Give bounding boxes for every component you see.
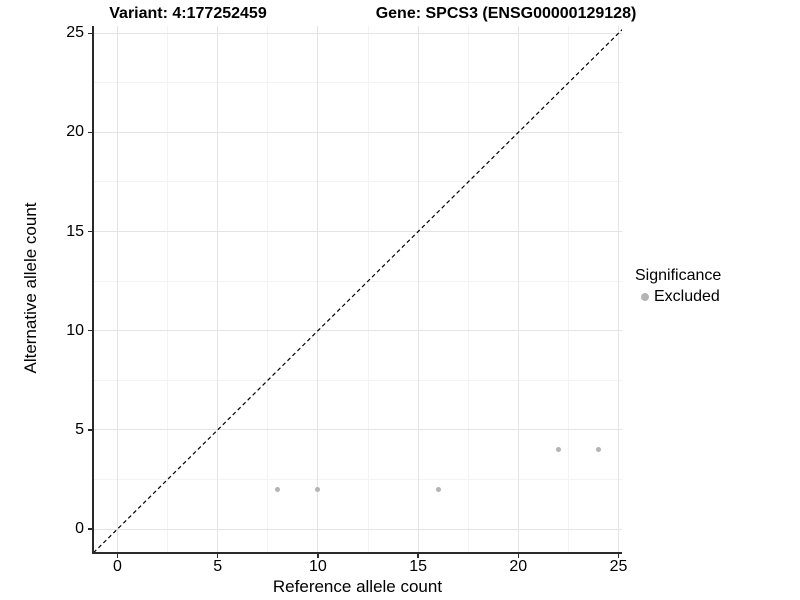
- gridline-major-horizontal: [93, 528, 622, 530]
- gridline-major-horizontal: [93, 231, 622, 233]
- identity-line: [93, 28, 622, 553]
- y-axis-tick-label: 20: [66, 123, 84, 141]
- gridline-major-horizontal: [93, 131, 622, 133]
- legend: Significance Excluded: [635, 266, 797, 306]
- y-axis-tick-label: 5: [75, 420, 84, 438]
- data-point: [555, 447, 561, 453]
- y-axis-tick: [88, 131, 93, 134]
- y-axis-line: [92, 26, 94, 554]
- gridline-minor-vertical: [167, 26, 169, 553]
- x-axis-tick-label: 20: [509, 558, 528, 575]
- x-axis-tick: [216, 553, 219, 558]
- y-axis-tick: [88, 528, 93, 530]
- plot-panel: [93, 26, 622, 553]
- gridline-minor-vertical: [567, 26, 569, 553]
- gridline-minor-horizontal: [93, 379, 622, 381]
- y-axis-tick: [88, 429, 93, 431]
- legend-dot-icon: [641, 292, 649, 301]
- data-point: [595, 447, 601, 453]
- x-axis-title: Reference allele count: [272, 577, 443, 596]
- x-axis-tick: [116, 553, 119, 558]
- y-axis-tick-label: 0: [75, 520, 84, 537]
- gridline-major-vertical: [618, 26, 619, 553]
- y-axis-tick-label: 25: [66, 24, 84, 42]
- x-axis-tick-label: 5: [213, 558, 223, 575]
- plot-title-variant: Variant: 4:177252459: [109, 5, 267, 22]
- x-axis-tick-label: 10: [308, 558, 327, 575]
- data-point: [315, 486, 321, 492]
- gridline-minor-vertical: [467, 26, 469, 553]
- y-axis-tick: [88, 230, 93, 233]
- x-axis-tick: [617, 553, 620, 558]
- gridline-major-vertical: [317, 26, 319, 553]
- gridline-major-vertical: [417, 26, 419, 553]
- x-axis-tick: [517, 553, 520, 558]
- legend-title: Significance: [635, 267, 722, 284]
- y-axis-tick: [88, 32, 93, 34]
- x-axis-tick-label: 25: [609, 558, 628, 575]
- gridline-minor-vertical: [267, 26, 269, 553]
- plot-title-gene: Gene: SPCS3 (ENSG00000129128): [375, 5, 637, 22]
- legend-item-excluded: Excluded: [635, 287, 797, 306]
- x-axis-tick: [417, 553, 419, 558]
- x-axis-tick-label: 0: [113, 558, 122, 575]
- gridline-major-horizontal: [93, 32, 622, 34]
- gridline-minor-horizontal: [93, 181, 622, 183]
- gridline-major-horizontal: [93, 429, 622, 431]
- gridline-major-vertical: [517, 26, 519, 553]
- y-axis-tick-label: 15: [66, 222, 84, 240]
- x-axis-line: [92, 552, 622, 554]
- x-axis-tick-label: 15: [409, 558, 427, 575]
- gridline-minor-horizontal: [93, 82, 622, 84]
- gridline-minor-vertical: [367, 26, 369, 553]
- gridline-major-vertical: [217, 26, 219, 553]
- data-point: [435, 486, 441, 492]
- gridline-major-vertical: [117, 26, 118, 553]
- x-axis-tick: [317, 553, 319, 558]
- gridline-major-horizontal: [93, 330, 622, 332]
- y-axis-tick: [88, 329, 93, 332]
- gridline-minor-horizontal: [93, 478, 622, 480]
- y-axis-title-text: Alternative allele count: [21, 202, 40, 374]
- data-point: [275, 486, 281, 492]
- gridline-minor-horizontal: [93, 280, 622, 282]
- legend-item-label: Excluded: [654, 288, 720, 305]
- y-axis-tick-label: 10: [66, 321, 84, 339]
